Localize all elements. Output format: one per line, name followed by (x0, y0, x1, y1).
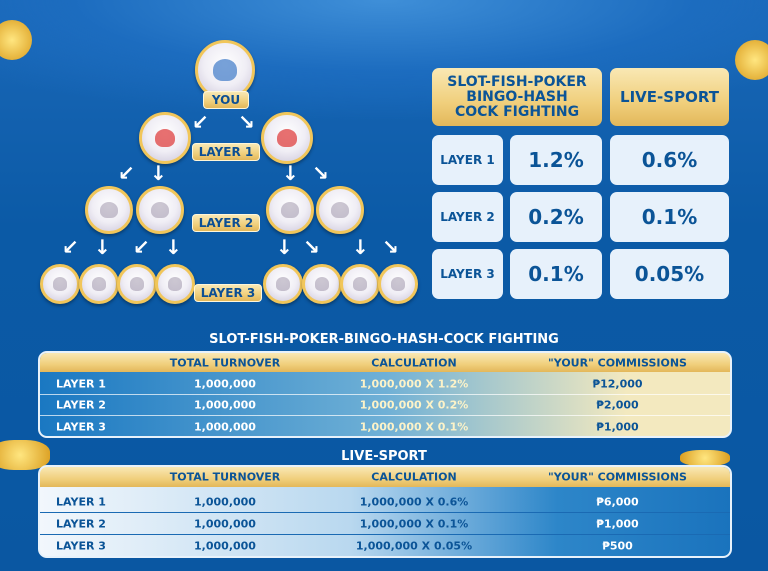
cell-calculation: 1,000,000 X 0.1% (359, 517, 469, 530)
header-slot-fish-poker: SLOT-FISH-POKER BINGO-HASH COCK FIGHTING (432, 68, 602, 126)
cell-layer: LAYER 3 (56, 420, 106, 433)
you-label: YOU (203, 91, 249, 109)
header-live-sport: LIVE-SPORT (610, 68, 729, 126)
avatar-layer3 (378, 264, 418, 304)
arrow-down-icon: ↓ (165, 235, 182, 259)
cell-commission: ₱12,000 (592, 377, 643, 391)
cell-layer: LAYER 2 (56, 517, 106, 530)
cell-commission: ₱1,000 (596, 517, 639, 530)
rate-slot-value: 0.2% (510, 192, 602, 242)
table-header: TOTAL TURNOVER CALCULATION "YOUR" COMMIS… (40, 467, 730, 487)
arrow-down-icon: ↓ (276, 235, 293, 259)
table-row: LAYER 2 1,000,000 1,000,000 X 0.1% ₱1,00… (40, 513, 730, 535)
rate-sport-value: 0.1% (610, 192, 729, 242)
header-line: BINGO-HASH (466, 88, 568, 105)
rate-slot-value: 1.2% (510, 135, 602, 185)
cell-layer: LAYER 1 (56, 495, 106, 508)
avatar-layer3 (40, 264, 80, 304)
column-header: "YOUR" COMMISSIONS (548, 470, 687, 484)
coin-decoration (0, 20, 32, 60)
table-row: LAYER 1 1,000,000 1,000,000 X 1.2% ₱12,0… (40, 374, 730, 395)
arrow-down-icon: ↓ (282, 161, 299, 185)
column-header: CALCULATION (371, 470, 457, 484)
rate-row-label: LAYER 3 (432, 249, 503, 299)
arrow-down-left-icon: ↙ (118, 161, 135, 185)
cell-turnover: 1,000,000 (194, 377, 256, 391)
cell-commission: ₱6,000 (596, 495, 639, 508)
cell-turnover: 1,000,000 (194, 398, 256, 412)
rate-row-label: LAYER 1 (432, 135, 503, 185)
cell-layer: LAYER 2 (56, 398, 106, 412)
rate-row-label: LAYER 2 (432, 192, 503, 242)
cell-turnover: 1,000,000 (194, 420, 256, 433)
cell-layer: LAYER 1 (56, 377, 106, 391)
avatar-layer1 (139, 112, 191, 164)
column-header: CALCULATION (371, 356, 457, 369)
table-row: LAYER 3 1,000,000 1,000,000 X 0.1% ₱1,00… (40, 416, 730, 436)
rate-sport-value: 0.05% (610, 249, 729, 299)
commission-table-slot: TOTAL TURNOVER CALCULATION "YOUR" COMMIS… (38, 351, 732, 438)
avatar-layer2 (85, 186, 133, 234)
avatar-layer2 (266, 186, 314, 234)
table-row: LAYER 1 1,000,000 1,000,000 X 0.6% ₱6,00… (40, 491, 730, 513)
cell-commission: ₱500 (602, 539, 633, 553)
avatar-layer3 (263, 264, 303, 304)
coin-decoration (0, 440, 50, 470)
arrow-down-icon: ↓ (352, 235, 369, 259)
arrow-down-right-icon: ↘ (312, 161, 329, 185)
arrow-down-right-icon: ↘ (238, 110, 255, 134)
arrow-down-right-icon: ↘ (303, 235, 320, 259)
avatar-layer2 (136, 186, 184, 234)
header-line: COCK FIGHTING (454, 103, 580, 120)
table-row: LAYER 3 1,000,000 1,000,000 X 0.05% ₱500 (40, 535, 730, 556)
column-header: TOTAL TURNOVER (169, 356, 281, 369)
table2-title: LIVE-SPORT (341, 449, 427, 464)
arrow-down-left-icon: ↙ (133, 235, 150, 259)
cell-calculation: 1,000,000 X 0.6% (359, 495, 469, 508)
arrow-down-right-icon: ↘ (382, 235, 399, 259)
rate-slot-value: 0.1% (510, 249, 602, 299)
layer2-label: LAYER 2 (192, 214, 260, 232)
arrow-down-icon: ↓ (94, 235, 111, 259)
arrow-down-left-icon: ↙ (62, 235, 79, 259)
table-header: TOTAL TURNOVER CALCULATION "YOUR" COMMIS… (40, 353, 730, 372)
cell-calculation: 1,000,000 X 1.2% (359, 377, 469, 391)
cell-calculation: 1,000,000 X 0.1% (359, 420, 469, 433)
cell-layer: LAYER 3 (56, 539, 106, 553)
coin-decoration (680, 450, 730, 466)
arrow-down-icon: ↓ (150, 161, 167, 185)
cell-turnover: 1,000,000 (194, 517, 256, 530)
avatar-layer3 (155, 264, 195, 304)
cell-calculation: 1,000,000 X 0.05% (355, 539, 473, 553)
column-header: "YOUR" COMMISSIONS (548, 356, 687, 369)
cell-calculation: 1,000,000 X 0.2% (359, 398, 469, 412)
table-row: LAYER 2 1,000,000 1,000,000 X 0.2% ₱2,00… (40, 395, 730, 416)
layer3-label: LAYER 3 (194, 284, 262, 302)
layer1-label: LAYER 1 (192, 143, 260, 161)
avatar-layer3 (79, 264, 119, 304)
table1-title: SLOT-FISH-POKER-BINGO-HASH-COCK FIGHTING (209, 332, 559, 347)
coin-decoration (735, 40, 768, 80)
commission-table-live-sport: TOTAL TURNOVER CALCULATION "YOUR" COMMIS… (38, 465, 732, 558)
cell-turnover: 1,000,000 (194, 495, 256, 508)
avatar-layer3 (117, 264, 157, 304)
rate-sport-value: 0.6% (610, 135, 729, 185)
cell-commission: ₱2,000 (596, 398, 639, 412)
cell-turnover: 1,000,000 (194, 539, 256, 553)
column-header: TOTAL TURNOVER (169, 470, 281, 484)
avatar-layer3 (340, 264, 380, 304)
cell-commission: ₱1,000 (596, 420, 639, 433)
arrow-down-left-icon: ↙ (192, 110, 209, 134)
avatar-layer1 (261, 112, 313, 164)
header-line: SLOT-FISH-POKER (447, 73, 587, 90)
avatar-layer3 (302, 264, 342, 304)
avatar-layer2 (316, 186, 364, 234)
